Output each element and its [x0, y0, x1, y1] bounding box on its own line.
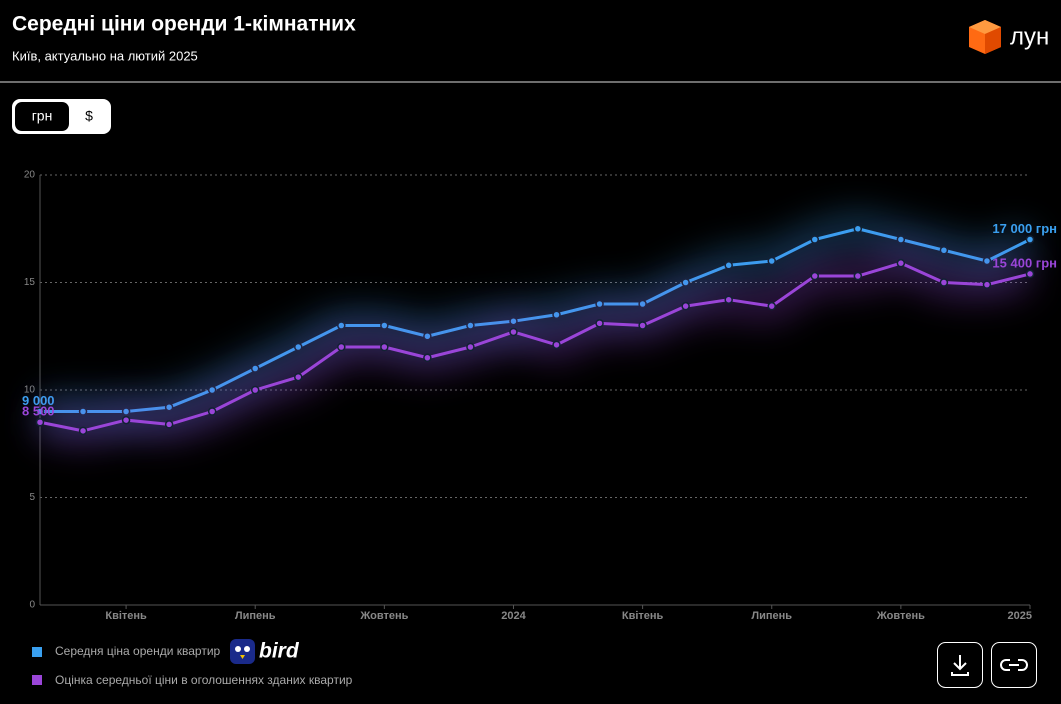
x-tick-label: Жовтень [359, 610, 408, 622]
toggle-option[interactable]: $ [85, 108, 93, 124]
toggle-active[interactable] [15, 102, 69, 131]
data-point [1025, 269, 1035, 279]
line-glow [37, 247, 1034, 447]
data-point [207, 407, 217, 416]
data-point [509, 327, 518, 337]
data-point [466, 342, 475, 352]
series-line [39, 261, 1031, 433]
data-point [810, 235, 820, 244]
currency-toggle: грн $ [12, 99, 111, 134]
legend-swatch [32, 675, 42, 685]
legend-label: Оцінка середньої ціни в оголошеннях здан… [55, 673, 353, 687]
x-tick-label: Квітень [105, 610, 147, 622]
data-point [853, 224, 863, 233]
data-point [681, 301, 690, 311]
data-point [896, 235, 906, 244]
toggle-option[interactable]: грн [32, 108, 53, 124]
data-point [380, 321, 389, 330]
x-tick-label: 2025 [1008, 610, 1032, 622]
download-button[interactable] [937, 642, 983, 688]
data-point [121, 415, 131, 425]
y-tick-label: 10 [24, 385, 36, 396]
y-tick-label: 0 [29, 600, 35, 611]
data-point [724, 261, 733, 270]
data-point [853, 271, 863, 281]
y-tick-label: 15 [24, 277, 36, 288]
chart-subtitle: Київ, актуально на лютий 2025 [12, 48, 198, 63]
data-point [595, 299, 604, 309]
data-point [423, 332, 432, 341]
series-line [40, 227, 1031, 413]
data-point [552, 310, 561, 319]
x-tick-label: Квітень [622, 610, 664, 622]
legend-swatch [32, 647, 42, 657]
data-point [552, 340, 561, 350]
data-point [638, 321, 647, 330]
data-point [939, 246, 949, 255]
data-label: 8 500 [22, 404, 55, 419]
data-point [78, 426, 88, 436]
data-point [767, 301, 776, 311]
brand-name: лун [1010, 23, 1049, 50]
data-point [724, 295, 733, 304]
data-point [294, 372, 303, 382]
data-point [207, 385, 217, 395]
data-point [380, 342, 389, 352]
y-tick-label: 5 [29, 492, 35, 503]
data-point [1025, 235, 1035, 244]
data-point [810, 271, 820, 281]
data-point [896, 258, 906, 268]
data-point [164, 420, 174, 429]
data-label: 17 000 грн [992, 221, 1057, 236]
partner-name: bird [259, 640, 300, 663]
y-tick-label: 20 [24, 170, 36, 181]
data-label: 9 000 [22, 393, 55, 408]
data-point [250, 385, 260, 395]
data-label: 15 400 грн [992, 255, 1057, 270]
data-point [423, 353, 432, 362]
data-point [35, 418, 45, 427]
data-point [466, 321, 475, 330]
data-point [78, 407, 88, 416]
legend-label: Середня ціна оренди квартир [55, 644, 221, 658]
data-point [681, 278, 690, 287]
x-tick-label: Липень [751, 610, 792, 622]
data-point [638, 299, 647, 309]
chart-title: Середні ціни оренди 1-кімнатних [12, 13, 356, 36]
data-point [337, 321, 346, 330]
link-button[interactable] [991, 642, 1037, 688]
data-point [982, 280, 992, 289]
x-tick-label: Липень [235, 610, 276, 622]
data-point [982, 256, 992, 266]
data-point [767, 256, 776, 266]
x-tick-label: Жовтень [876, 610, 925, 622]
data-point [595, 319, 604, 328]
x-tick-label: 2024 [501, 610, 526, 622]
partner-logo [230, 639, 255, 664]
data-point [250, 364, 260, 373]
data-point [337, 342, 346, 352]
data-point [294, 342, 303, 352]
data-point [939, 278, 949, 287]
brand-logo [969, 20, 1001, 54]
